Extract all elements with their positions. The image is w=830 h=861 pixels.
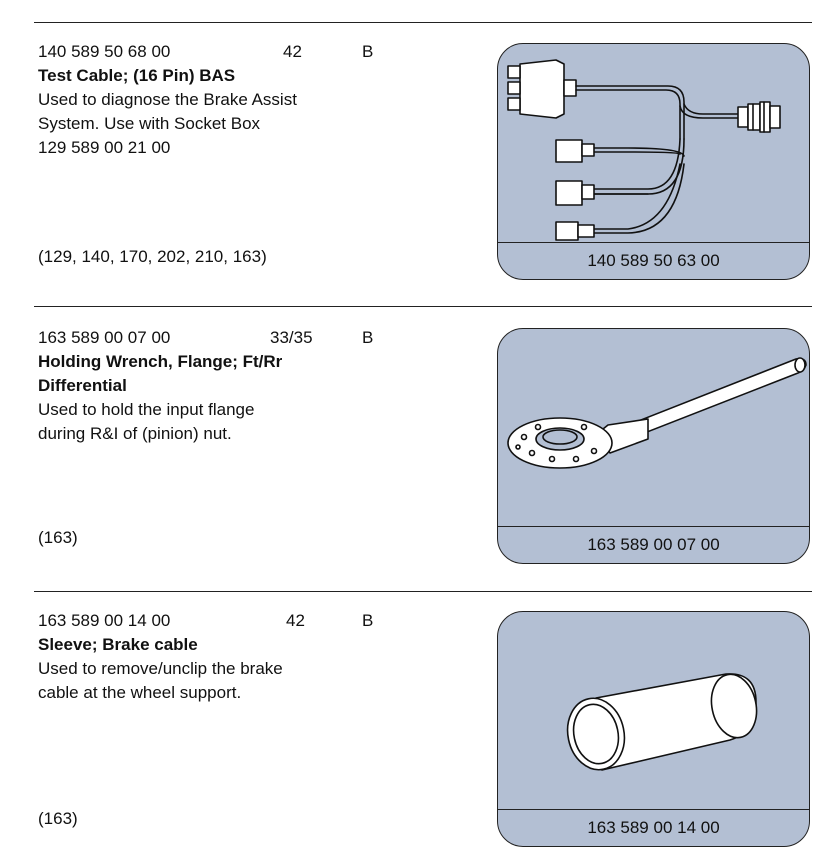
image-caption: 163 589 00 14 00 [498,809,809,846]
entry-divider [34,591,812,592]
description-line: Used to hold the input flange [38,400,255,419]
sleeve-illustration [566,673,758,771]
entry-text: 140 589 50 68 00 42 B Test Cable; (16 Pi… [38,40,378,160]
part-number: 163 589 00 07 00 [38,328,171,347]
description-line: System. Use with Socket Box [38,114,261,133]
description-line: cable at the wheel support. [38,683,242,702]
description-line: during R&I of (pinion) nut. [38,424,232,443]
entry-text: 163 589 00 07 00 33/35 B Holding Wrench,… [38,326,378,446]
class-code: B [362,42,374,61]
tool-title: Test Cable; (16 Pin) BAS [38,66,236,85]
group-number: 42 [286,611,305,630]
description-line: 129 589 00 21 00 [38,138,171,157]
part-number: 163 589 00 14 00 [38,611,171,630]
model-list: (163) [38,528,78,547]
tool-image-card: 140 589 50 63 00 [497,43,810,280]
top-rule [34,22,812,23]
tool-title: Differential [38,376,127,395]
tool-image-card: 163 589 00 14 00 [497,611,810,847]
class-code: B [362,611,374,630]
tool-title: Holding Wrench, Flange; Ft/Rr [38,352,283,371]
model-list: (129, 140, 170, 202, 210, 163) [38,247,267,266]
test-cable-illustration [507,59,781,241]
entry-header: 163 589 00 07 00 33/35 B [38,326,378,350]
holding-wrench-illustration [507,357,807,469]
entry-header: 140 589 50 68 00 42 B [38,40,378,64]
tool-image-card: 163 589 00 07 00 [497,328,810,564]
description-line: Used to diagnose the Brake Assist [38,90,297,109]
part-number: 140 589 50 68 00 [38,42,171,61]
tool-title: Sleeve; Brake cable [38,635,198,654]
entry-divider [34,306,812,307]
description-line: Used to remove/unclip the brake [38,659,283,678]
model-list: (163) [38,809,78,828]
image-caption: 163 589 00 07 00 [498,526,809,563]
group-number: 42 [283,42,302,61]
image-caption: 140 589 50 63 00 [498,242,809,279]
class-code: B [362,328,374,347]
entry-text: 163 589 00 14 00 42 B Sleeve; Brake cabl… [38,609,378,705]
group-number: 33/35 [270,328,313,347]
entry-header: 163 589 00 14 00 42 B [38,609,378,633]
